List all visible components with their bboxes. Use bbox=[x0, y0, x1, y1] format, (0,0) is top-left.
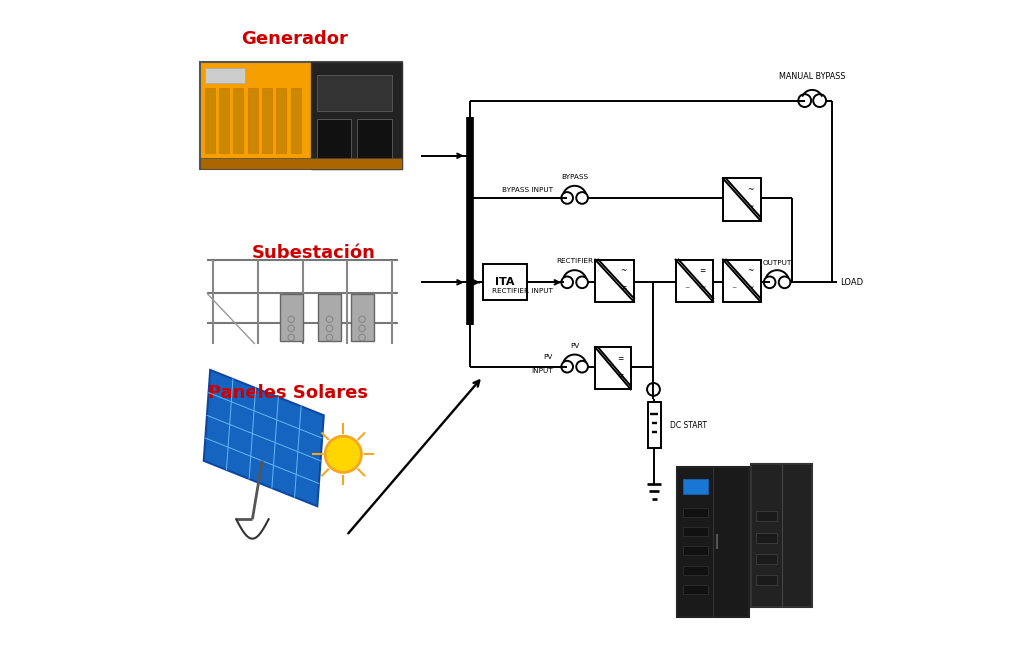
Text: ~: ~ bbox=[684, 286, 689, 290]
Bar bbox=[756, 576, 777, 585]
Text: ~: ~ bbox=[620, 267, 627, 275]
Bar bbox=[248, 88, 258, 153]
Bar bbox=[482, 265, 527, 300]
Text: INPUT: INPUT bbox=[531, 368, 553, 374]
Bar bbox=[317, 119, 351, 160]
Text: ~: ~ bbox=[746, 186, 754, 194]
Bar bbox=[201, 62, 401, 169]
Text: Subestación: Subestación bbox=[252, 244, 376, 262]
Bar bbox=[683, 527, 709, 536]
Bar bbox=[595, 347, 631, 389]
Bar bbox=[683, 566, 709, 575]
Text: ~: ~ bbox=[746, 284, 754, 292]
Text: OUTPUT: OUTPUT bbox=[763, 260, 792, 266]
Bar bbox=[350, 295, 374, 341]
Bar bbox=[205, 88, 215, 153]
Bar bbox=[291, 88, 301, 153]
Text: ~: ~ bbox=[731, 286, 737, 290]
Text: =: = bbox=[617, 371, 624, 380]
Bar bbox=[280, 295, 303, 341]
Bar bbox=[233, 88, 244, 153]
Text: BYPASS INPUT: BYPASS INPUT bbox=[502, 187, 553, 193]
Text: LOAD: LOAD bbox=[840, 278, 863, 287]
Polygon shape bbox=[204, 370, 324, 506]
Bar bbox=[219, 88, 229, 153]
Text: PV: PV bbox=[570, 343, 580, 349]
Text: ~: ~ bbox=[746, 202, 754, 211]
Bar bbox=[595, 260, 634, 302]
Text: RECTIFIER INPUT: RECTIFIER INPUT bbox=[492, 288, 553, 293]
Bar bbox=[683, 479, 709, 494]
Bar bbox=[683, 585, 709, 594]
Bar bbox=[201, 158, 401, 169]
Text: ~: ~ bbox=[746, 267, 754, 275]
Bar bbox=[756, 533, 777, 543]
Text: =: = bbox=[699, 267, 706, 275]
Text: =: = bbox=[617, 354, 624, 363]
Bar bbox=[723, 178, 761, 221]
Text: =: = bbox=[620, 284, 627, 292]
Bar bbox=[276, 88, 287, 153]
Text: Generador: Generador bbox=[241, 30, 348, 48]
Text: PV: PV bbox=[544, 354, 553, 360]
Bar bbox=[357, 119, 391, 160]
Bar bbox=[756, 554, 777, 564]
Bar bbox=[676, 260, 713, 302]
Text: ITA: ITA bbox=[496, 277, 515, 288]
Bar bbox=[756, 511, 777, 521]
Text: ~: ~ bbox=[699, 284, 706, 292]
Text: Paneles Solares: Paneles Solares bbox=[208, 384, 368, 402]
Bar bbox=[205, 68, 245, 83]
Bar bbox=[311, 62, 401, 169]
Bar bbox=[751, 464, 812, 607]
Bar bbox=[647, 402, 660, 448]
Bar bbox=[262, 88, 272, 153]
Bar bbox=[678, 467, 749, 617]
Bar bbox=[317, 75, 391, 111]
Text: RECTIFIER: RECTIFIER bbox=[556, 258, 593, 264]
Bar bbox=[318, 295, 341, 341]
Text: DC START: DC START bbox=[671, 421, 708, 430]
Text: BYPASS: BYPASS bbox=[561, 174, 588, 180]
Text: MANUAL BYPASS: MANUAL BYPASS bbox=[779, 72, 846, 81]
Bar bbox=[723, 260, 761, 302]
Bar bbox=[683, 546, 709, 556]
Bar bbox=[683, 508, 709, 517]
Circle shape bbox=[325, 436, 361, 472]
